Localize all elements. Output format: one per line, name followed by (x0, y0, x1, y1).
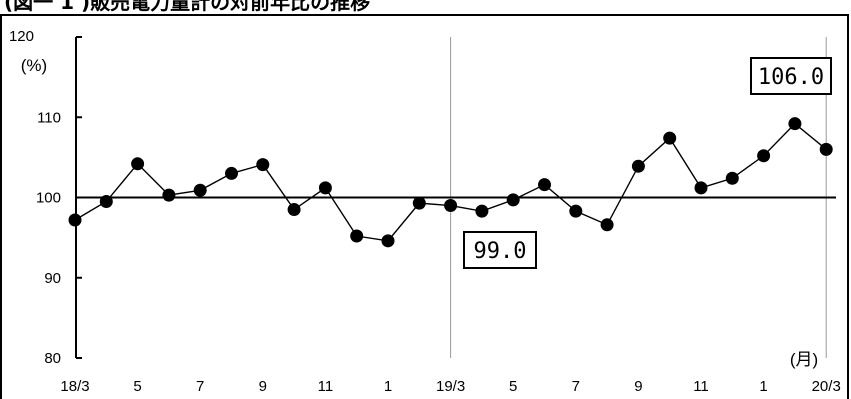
x-tick-label: 1 (759, 378, 767, 395)
data-point (256, 158, 270, 172)
x-tick-label: 20/3 (812, 378, 841, 395)
y-tick-label: 90 (44, 270, 61, 287)
x-tick-label: 19/3 (436, 378, 465, 395)
value-callout-box (750, 57, 832, 95)
x-axis-unit-label: (月) (790, 350, 818, 369)
y-tick-label: 120 (9, 28, 34, 45)
data-point (99, 195, 113, 209)
data-point (287, 203, 301, 217)
data-point (412, 196, 426, 210)
value-callout-text: 106.0 (758, 65, 824, 90)
data-point (819, 142, 833, 156)
x-tick-label: 11 (693, 378, 709, 395)
y-tick-label: 80 (44, 350, 61, 367)
data-point (162, 188, 176, 202)
x-tick-label: 11 (318, 378, 334, 395)
y-axis-unit-label: (%) (21, 56, 47, 75)
data-point (788, 117, 802, 131)
data-point (569, 204, 583, 218)
data-point (725, 171, 739, 185)
data-point (538, 178, 551, 192)
y-tick-label: 100 (36, 190, 61, 207)
x-tick-label: 7 (196, 378, 204, 395)
x-tick-label: 7 (572, 378, 580, 395)
x-tick-label: 5 (509, 378, 517, 395)
x-tick-label: 9 (259, 378, 267, 395)
chart-frame (0, 14, 849, 399)
x-tick-label: 18/3 (60, 378, 89, 395)
data-point (350, 229, 364, 243)
x-tick-label: 9 (634, 378, 642, 395)
chart-title: (図一 1 )販売電力量計の対前年比の推移 (4, 0, 371, 14)
value-callout-text: 99.0 (474, 239, 527, 264)
data-point (663, 131, 677, 145)
data-point (757, 149, 771, 163)
data-point (225, 166, 238, 180)
data-point (444, 199, 458, 213)
data-point (475, 204, 489, 218)
x-tick-label: 1 (384, 378, 392, 395)
data-point (381, 234, 395, 248)
x-tick-label: 5 (133, 378, 141, 395)
data-point (506, 193, 520, 207)
data-point (193, 183, 207, 197)
data-point (694, 181, 708, 195)
data-point (131, 157, 145, 171)
data-point (318, 181, 332, 195)
data-point (631, 159, 645, 173)
value-callout-box (463, 231, 537, 269)
data-point (68, 213, 82, 227)
data-point (600, 218, 614, 232)
y-tick-label: 110 (37, 109, 61, 126)
